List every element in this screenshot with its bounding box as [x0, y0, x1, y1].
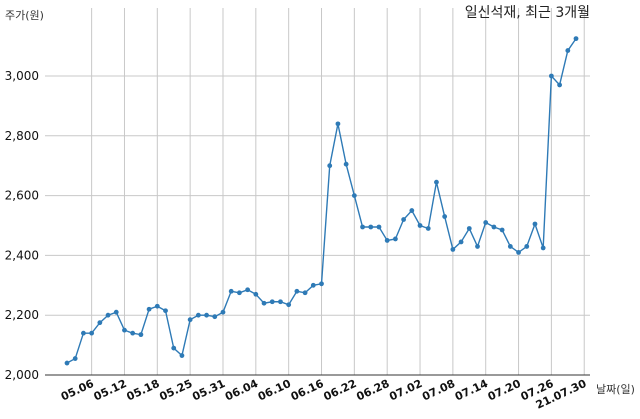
- data-point: [237, 290, 242, 296]
- x-axis-label: 날짜(일): [596, 382, 635, 396]
- x-tick-label: 05.31: [190, 377, 227, 403]
- data-point: [409, 208, 415, 213]
- y-tick-label: 2,200: [5, 308, 39, 322]
- data-point: [253, 291, 259, 297]
- data-point: [351, 193, 357, 199]
- data-point: [113, 309, 119, 315]
- data-point: [450, 247, 456, 252]
- y-tick-label: 2,600: [5, 189, 39, 203]
- y-tick-label: 2,800: [5, 129, 39, 143]
- data-point: [393, 236, 398, 242]
- data-point: [540, 245, 546, 251]
- x-tick-label: 07.14: [453, 377, 490, 404]
- x-tick-label: 05.12: [92, 377, 129, 403]
- data-point: [105, 312, 111, 318]
- data-point: [122, 327, 127, 333]
- data-point: [310, 282, 316, 288]
- data-point: [466, 226, 472, 231]
- x-tick-label: 07.02: [387, 377, 424, 403]
- x-tick-label: 06.10: [256, 377, 293, 404]
- x-tick-label: 05.25: [157, 377, 194, 403]
- data-point: [204, 312, 209, 318]
- data-point: [64, 360, 70, 366]
- data-point: [89, 330, 95, 336]
- x-tick-label: 07.20: [486, 377, 523, 404]
- x-gridlines: [91, 8, 585, 375]
- data-point: [81, 330, 86, 336]
- data-point: [138, 332, 144, 338]
- price-series-points: [64, 36, 579, 366]
- x-tick-label: 06.22: [322, 377, 359, 403]
- y-gridlines: [45, 75, 590, 316]
- data-point: [278, 299, 283, 305]
- data-point: [573, 36, 579, 42]
- data-point: [327, 163, 333, 169]
- data-point: [179, 353, 185, 358]
- data-point: [491, 224, 497, 230]
- data-point: [360, 224, 365, 230]
- data-point: [532, 221, 538, 227]
- data-point: [146, 306, 152, 312]
- data-point: [261, 300, 267, 306]
- y-tick-labels: 2,000 2,200 2,400 2,600 2,800 3,000: [5, 69, 39, 382]
- data-point: [187, 317, 193, 323]
- data-point: [269, 299, 275, 305]
- data-point: [195, 312, 201, 318]
- x-tick-label: 07.08: [420, 377, 457, 403]
- x-tick-label: 06.04: [223, 377, 260, 404]
- data-point: [245, 287, 251, 293]
- x-tick-label: 06.16: [289, 377, 326, 404]
- data-point: [220, 309, 226, 315]
- data-point: [286, 302, 292, 308]
- x-tick-label: 05.18: [125, 377, 162, 403]
- y-tick-label: 2,400: [5, 248, 39, 262]
- chart-title: 일신석재, 최근 3개월: [465, 5, 590, 21]
- data-point: [516, 250, 521, 255]
- data-point: [425, 226, 431, 231]
- data-point: [557, 82, 562, 88]
- data-point: [499, 227, 505, 233]
- data-point: [97, 320, 103, 326]
- data-point: [335, 121, 341, 127]
- data-point: [228, 288, 234, 294]
- data-point: [384, 238, 390, 243]
- x-tick-labels: 05.0605.1205.1805.2505.3106.0406.1006.16…: [59, 377, 589, 412]
- data-point: [376, 224, 382, 230]
- y-axis-label: 주가(원): [5, 9, 44, 22]
- data-point: [72, 356, 78, 361]
- data-point: [548, 73, 554, 79]
- data-point: [524, 244, 530, 249]
- y-tick-label: 3,000: [5, 69, 39, 83]
- data-point: [417, 223, 423, 228]
- data-point: [212, 314, 218, 320]
- data-point: [368, 224, 374, 230]
- data-point: [130, 330, 136, 336]
- data-point: [442, 214, 448, 219]
- data-point: [302, 290, 308, 296]
- data-point: [507, 244, 513, 249]
- data-point: [154, 303, 160, 309]
- data-point: [171, 345, 177, 351]
- x-tick-label: 06.28: [354, 377, 391, 403]
- x-tick-label: 05.06: [59, 377, 96, 404]
- data-point: [294, 288, 300, 294]
- data-point: [565, 48, 571, 53]
- data-point: [458, 239, 464, 245]
- data-point: [475, 244, 480, 249]
- data-point: [319, 281, 324, 287]
- data-point: [434, 179, 439, 185]
- data-point: [401, 217, 407, 222]
- data-point: [163, 308, 168, 314]
- data-point: [483, 220, 489, 225]
- data-point: [343, 161, 349, 167]
- y-tick-label: 2,000: [5, 368, 39, 382]
